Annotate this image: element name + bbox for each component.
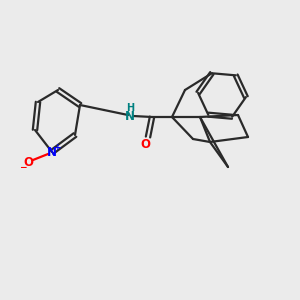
Text: H: H [126, 103, 134, 113]
Text: −: − [19, 163, 27, 172]
Text: +: + [54, 142, 62, 152]
Text: O: O [23, 155, 33, 169]
Text: N: N [47, 146, 57, 158]
Text: N: N [125, 110, 135, 122]
Text: O: O [140, 139, 150, 152]
